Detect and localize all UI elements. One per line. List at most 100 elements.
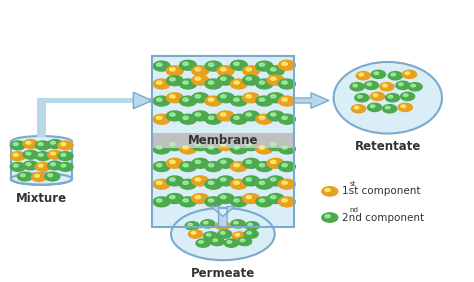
Circle shape: [51, 141, 55, 144]
Circle shape: [267, 158, 284, 168]
Circle shape: [195, 68, 201, 71]
Circle shape: [243, 66, 260, 76]
Circle shape: [192, 111, 209, 121]
Circle shape: [18, 172, 33, 181]
Circle shape: [220, 232, 225, 234]
Circle shape: [278, 96, 295, 106]
Circle shape: [234, 199, 239, 202]
Circle shape: [61, 164, 66, 167]
Circle shape: [220, 143, 226, 146]
Circle shape: [153, 197, 170, 207]
Circle shape: [20, 174, 25, 177]
Circle shape: [195, 143, 201, 146]
Circle shape: [227, 241, 232, 243]
Circle shape: [282, 164, 287, 167]
Circle shape: [248, 223, 252, 226]
Circle shape: [388, 72, 402, 80]
Circle shape: [220, 68, 226, 71]
Circle shape: [282, 116, 287, 120]
Circle shape: [166, 193, 183, 204]
Circle shape: [217, 141, 234, 151]
Circle shape: [398, 103, 412, 111]
Circle shape: [192, 141, 209, 151]
Circle shape: [156, 146, 162, 149]
Circle shape: [183, 199, 188, 202]
Circle shape: [230, 197, 247, 207]
Circle shape: [47, 161, 63, 170]
Bar: [152, 56, 293, 227]
Circle shape: [399, 83, 403, 85]
Circle shape: [58, 162, 73, 171]
Circle shape: [220, 195, 226, 199]
Polygon shape: [210, 206, 235, 227]
Circle shape: [230, 114, 247, 124]
Circle shape: [180, 114, 197, 124]
Circle shape: [195, 160, 201, 164]
Circle shape: [180, 197, 197, 207]
Circle shape: [203, 221, 208, 224]
Circle shape: [156, 181, 162, 184]
Circle shape: [282, 199, 287, 202]
Circle shape: [170, 160, 175, 164]
Circle shape: [405, 72, 410, 74]
Circle shape: [180, 60, 197, 70]
Circle shape: [243, 141, 260, 151]
Circle shape: [170, 68, 175, 71]
Circle shape: [13, 164, 18, 167]
Bar: [37, 98, 152, 103]
Circle shape: [195, 113, 201, 116]
Circle shape: [156, 199, 162, 202]
Circle shape: [256, 197, 273, 207]
Circle shape: [267, 193, 284, 204]
Circle shape: [153, 114, 170, 124]
Circle shape: [36, 152, 50, 160]
Circle shape: [189, 230, 202, 238]
Circle shape: [51, 163, 55, 166]
Circle shape: [282, 146, 287, 149]
Circle shape: [374, 72, 379, 74]
Circle shape: [153, 144, 170, 154]
Circle shape: [237, 237, 252, 246]
Circle shape: [38, 153, 43, 156]
Circle shape: [278, 197, 295, 207]
Circle shape: [391, 73, 396, 76]
Circle shape: [256, 162, 273, 171]
Circle shape: [183, 98, 188, 101]
Circle shape: [166, 141, 183, 151]
Circle shape: [278, 179, 295, 189]
Circle shape: [355, 94, 369, 102]
Circle shape: [350, 83, 364, 91]
Circle shape: [10, 141, 26, 150]
Ellipse shape: [334, 62, 442, 134]
Circle shape: [243, 75, 260, 85]
Circle shape: [245, 222, 259, 230]
Circle shape: [217, 158, 234, 168]
Circle shape: [170, 178, 175, 181]
Circle shape: [234, 98, 239, 101]
Circle shape: [36, 141, 50, 150]
Circle shape: [203, 232, 218, 240]
Circle shape: [325, 189, 330, 191]
Circle shape: [371, 70, 385, 78]
Circle shape: [234, 146, 239, 149]
Circle shape: [220, 95, 226, 98]
Circle shape: [205, 197, 222, 207]
Circle shape: [38, 143, 43, 146]
Circle shape: [246, 68, 252, 71]
Circle shape: [267, 176, 284, 186]
Text: Membrane: Membrane: [188, 134, 258, 147]
Circle shape: [243, 158, 260, 168]
Circle shape: [322, 213, 338, 222]
Polygon shape: [293, 93, 329, 108]
Circle shape: [192, 158, 209, 168]
Circle shape: [199, 241, 203, 243]
Circle shape: [195, 195, 201, 199]
Circle shape: [259, 146, 264, 149]
Circle shape: [205, 61, 222, 71]
Circle shape: [408, 83, 422, 91]
Circle shape: [401, 105, 406, 107]
Circle shape: [32, 173, 46, 181]
Circle shape: [259, 181, 264, 184]
Circle shape: [232, 232, 246, 240]
Circle shape: [153, 79, 170, 89]
